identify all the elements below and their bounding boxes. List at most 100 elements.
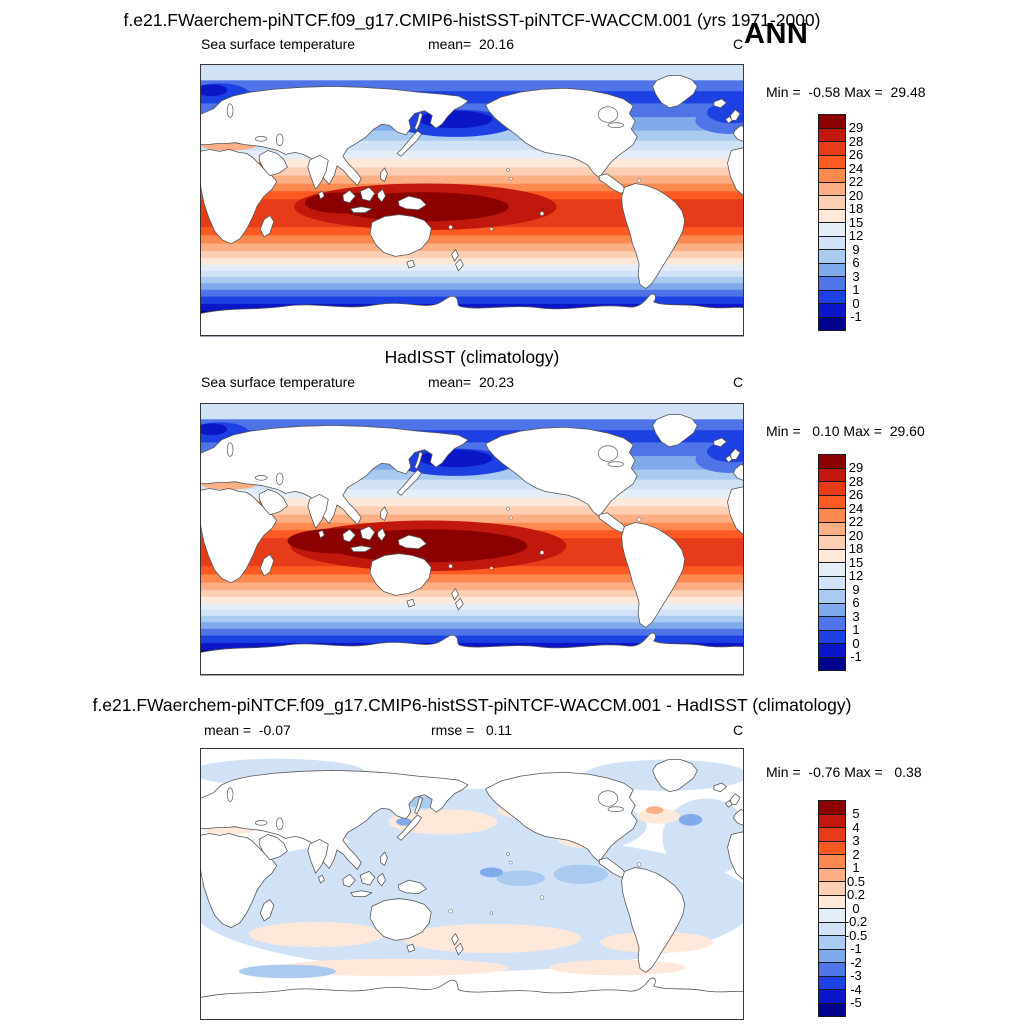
sst-map-obs [200,402,744,676]
island-dot [506,852,510,856]
colorbar-cell [818,656,846,671]
field-label-model: Sea surface temperature [201,36,356,52]
colorbar-tick-label: 1 [852,282,860,297]
continent-outline [380,851,388,866]
ocean-band [200,514,744,524]
lake-outline [275,472,284,485]
continent-outline [307,838,329,874]
continent-outline [732,463,744,482]
continent-outline [455,258,464,272]
colorbar-tick-label: 0.5 [846,873,866,889]
continent-outline [732,808,744,827]
continent-outline [406,598,416,608]
colorbar-cell [818,316,846,331]
continent-outline [259,554,275,577]
lake-outline [255,136,268,142]
colorbar-tick-label: -2 [850,954,862,970]
continent-outline [396,814,422,841]
continent-outline [200,977,744,1020]
continent-outline [200,769,469,870]
ocean-band [200,251,744,259]
lake-outline [275,817,284,830]
colorbar-tick-label: 3 [852,268,860,284]
colorbar-tick-label: 15 [848,554,864,570]
colorbar-tick-label: 22 [848,174,864,189]
units-label-model: C [733,36,744,52]
contour-region [645,806,664,815]
ocean-band [200,283,744,291]
colorbar-tick-label: 5 [852,806,860,821]
continent-outline [359,186,376,202]
ocean-band [200,615,744,623]
continent-outline [200,424,469,525]
contour-region [200,84,228,97]
ocean-band [200,596,744,605]
continent-outline [369,214,432,257]
continent-outline [621,867,686,973]
continent-outline [359,870,376,886]
island-dot [509,176,513,181]
continent-outline [397,879,427,895]
continent-outline [200,488,278,584]
ocean-band [200,140,744,151]
continent-outline [414,796,423,815]
colorbar-tick-label: 22 [848,514,864,529]
island-dot [539,211,545,216]
colorbar-diff: 5 4 3 2 1 0.5 0.2 0 -0.2 -0.5 -1 -2 -3 -4 -5 [818,800,892,1017]
colorbar-tick-label: 28 [848,473,864,489]
ocean-band [200,635,744,644]
colorbar-tick-label: 12 [848,228,864,243]
colorbar-model: 29 28 26 24 22 20 18 15 12 9 6 3 1 0 -1 [818,114,892,331]
island-dot [489,566,494,570]
ocean-band [200,243,744,252]
contour-region [496,870,545,886]
continent-outline [727,831,744,881]
map-frame [200,64,744,336]
lake-outline [226,103,234,118]
minmax-label-obs: Min = 0.10 Max = 29.60 [766,423,925,439]
continent-outline [725,116,733,124]
continent-outline [369,898,432,941]
contour-region [388,809,498,835]
ocean-band [200,270,744,278]
ocean-band [200,628,744,636]
contour-region [279,958,509,977]
continent-outline [200,293,744,337]
island-dot [489,227,494,231]
continent-outline [406,943,416,953]
continent-outline [307,493,329,529]
continent-outline [350,545,373,553]
colorbar-obs: 29 28 26 24 22 20 18 15 12 9 6 3 1 0 -1 [818,454,892,671]
lake-outline [226,442,234,457]
lake-outline [607,122,624,128]
continent-outline [380,167,388,182]
island-dot [539,895,545,900]
island-dot [506,507,510,511]
colorbar-tick-label: -0.2 [844,914,868,929]
continent-outline [258,150,288,177]
contour-region [396,817,412,826]
colorbar-tick-label: 0 [852,635,860,651]
contour-region [553,864,608,884]
continent-outline [451,249,459,262]
island-dot [636,862,642,867]
colorbar-tick-label: 12 [848,568,864,583]
continent-outline [451,588,459,601]
ocean-band [200,609,744,617]
colorbar-tick-label: 0.2 [846,887,866,902]
ocean-band [200,150,744,160]
colorbar-tick-label: 2 [852,846,860,862]
continent-outline [397,534,427,550]
contour-region [549,959,686,976]
continent-outline [350,206,373,214]
ocean-band [200,419,744,431]
lake-outline [597,790,619,807]
ocean-band [200,506,744,515]
continent-outline [727,147,744,197]
continent-outline [396,130,422,157]
lake-outline [226,787,234,802]
continent-outline [455,942,464,956]
continent-outline [414,451,423,470]
colorbar-tick-label: -1 [850,941,862,956]
continent-outline [258,489,288,516]
